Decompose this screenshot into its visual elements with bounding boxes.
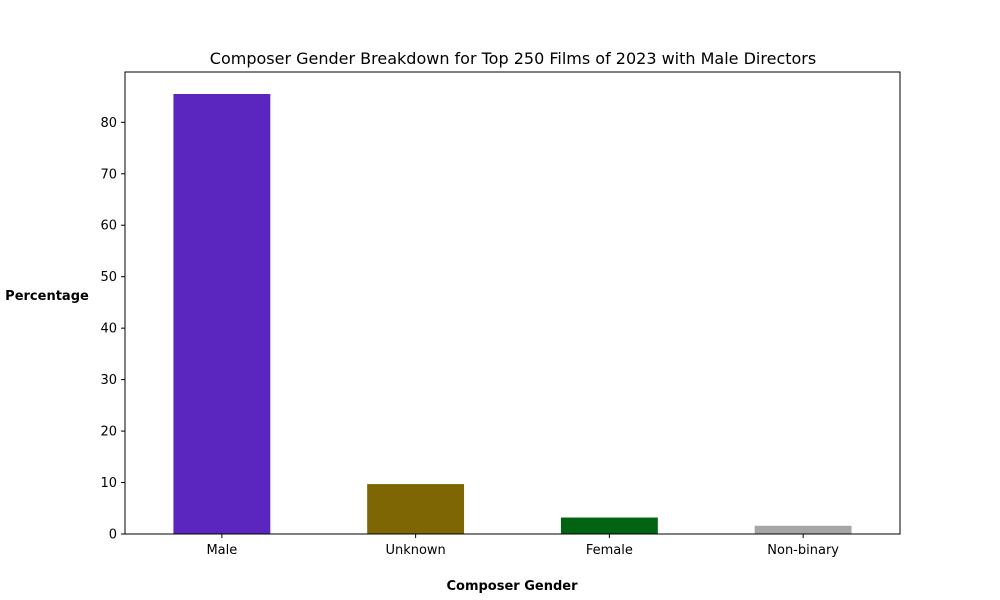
plot-area-frame	[124, 71, 901, 535]
y-axis-title: Percentage	[5, 289, 89, 304]
bar-female	[560, 517, 658, 534]
x-axis-title: Composer Gender	[446, 579, 578, 594]
bar-unknown	[367, 484, 465, 534]
y-tick-label: 70	[100, 167, 117, 182]
y-tick-label: 60	[100, 219, 117, 234]
x-tick-label: Unknown	[385, 543, 445, 558]
x-axis: Male Unknown Female Non-binary	[206, 534, 839, 558]
y-axis: 0 10 20 30 40 50 60 70 80	[100, 116, 125, 543]
y-tick-label: 10	[100, 476, 117, 491]
x-tick-label: Male	[206, 543, 237, 558]
y-tick-label: 50	[100, 270, 117, 285]
x-tick-label: Female	[586, 543, 633, 558]
y-tick-label: 40	[100, 322, 117, 337]
y-tick-label: 20	[100, 425, 117, 440]
y-tick-label: 0	[109, 528, 117, 543]
chart-title: Composer Gender Breakdown for Top 250 Fi…	[210, 49, 816, 68]
bar-non-binary	[754, 525, 852, 534]
y-tick-label: 80	[100, 116, 117, 131]
bars-group	[173, 94, 852, 534]
bar-male	[173, 94, 271, 534]
y-tick-label: 30	[100, 373, 117, 388]
x-tick-label: Non-binary	[767, 543, 839, 558]
